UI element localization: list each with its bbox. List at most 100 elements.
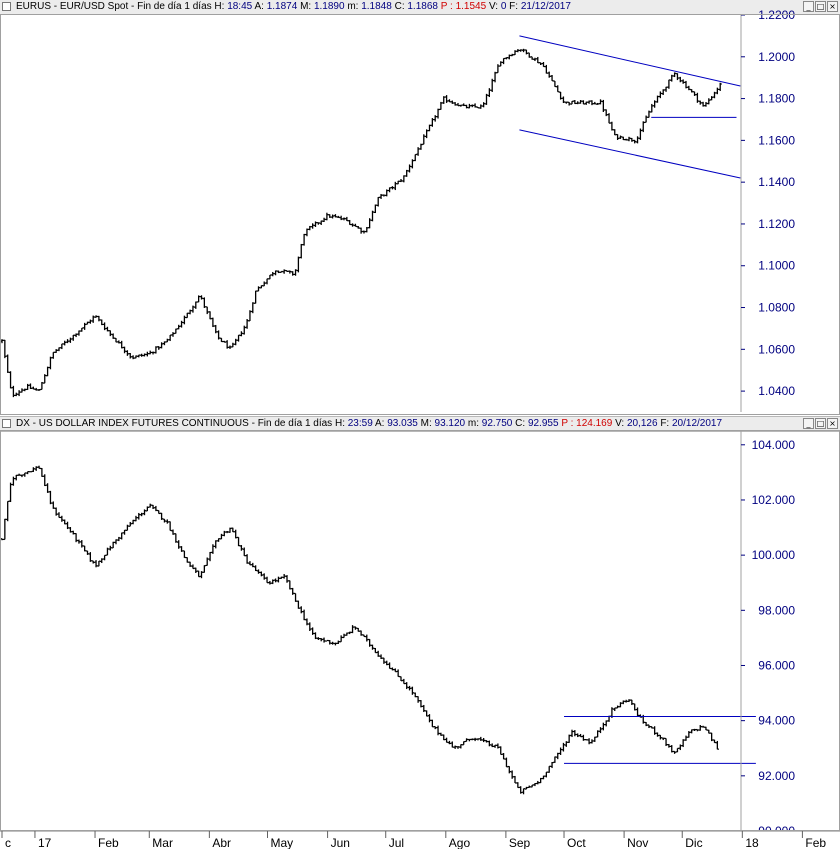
ohlc-bar [282, 269, 286, 274]
time-axis-background [0, 831, 840, 849]
ohlc-bar [547, 765, 551, 773]
ohlc-bar [692, 728, 697, 732]
ohlc-bar [447, 99, 452, 103]
ohlc-bar [447, 740, 452, 745]
ohlc-bar [667, 79, 671, 89]
ohlc-bar [165, 519, 169, 524]
ohlc-bar [553, 756, 557, 763]
ohlc-bar [214, 324, 218, 334]
y-tick-label: 96.000 [758, 658, 795, 672]
ohlc-bar [80, 540, 84, 548]
ohlc-bar [74, 333, 78, 338]
ohlc-bar [536, 56, 540, 64]
top-c-label: C: [394, 1, 405, 12]
ohlc-bar [539, 777, 543, 784]
ohlc-bar [91, 560, 95, 564]
ohlc-bar [345, 632, 349, 636]
close-button[interactable]: × [827, 1, 838, 12]
ohlc-bar [177, 540, 181, 549]
ohlc-bar [8, 371, 13, 389]
ohlc-bar [293, 592, 298, 602]
ohlc-bar [100, 319, 104, 326]
ohlc-bar [618, 135, 623, 139]
bottom-window-buttons: _ □ × [803, 418, 838, 429]
ohlc-bar [316, 637, 320, 640]
ohlc-bar [276, 576, 281, 583]
ohlc-bar [205, 306, 209, 315]
close-button[interactable]: × [827, 418, 838, 429]
ohlc-bar [80, 327, 84, 332]
ohlc-bar [174, 533, 178, 543]
ohlc-bar [333, 642, 338, 646]
ohlc-bar [470, 738, 474, 741]
ohlc-bar [407, 685, 412, 691]
x-tick-label: c [5, 836, 11, 849]
ohlc-bar [154, 346, 158, 354]
ohlc-bar [405, 682, 409, 690]
ohlc-bar [673, 72, 677, 78]
ohlc-bar [370, 644, 375, 650]
ohlc-bar [422, 704, 426, 713]
ohlc-bar [177, 324, 181, 330]
ohlc-bar [179, 546, 184, 552]
x-tick-label: May [271, 836, 294, 849]
ohlc-bar [148, 503, 152, 508]
ohlc-bar [20, 388, 24, 393]
ohlc-bar [305, 228, 309, 237]
maximize-button[interactable]: □ [815, 418, 826, 429]
ohlc-bar [673, 750, 677, 754]
ohlc-bar [222, 530, 226, 537]
ohlc-bar [598, 99, 603, 105]
ohlc-bar [675, 747, 680, 753]
ohlc-bar [60, 343, 64, 350]
ohlc-bar [430, 118, 434, 127]
ohlc-bar [427, 124, 432, 132]
ohlc-bar [20, 474, 24, 478]
ohlc-bar [336, 215, 340, 218]
ohlc-bar [26, 383, 30, 391]
ohlc-bar [208, 311, 212, 320]
ohlc-bar [311, 627, 315, 635]
ohlc-bar [114, 539, 118, 545]
ohlc-bar [37, 388, 41, 391]
ohlc-bar [507, 54, 511, 60]
minimize-button[interactable]: _ [803, 1, 814, 12]
ohlc-bar [396, 180, 400, 185]
bottom-mn-label: m: [467, 418, 479, 429]
ohlc-bar [407, 164, 412, 173]
maximize-button[interactable]: □ [815, 1, 826, 12]
y-tick-label: 1.2000 [758, 50, 795, 64]
ohlc-bar [342, 217, 346, 221]
ohlc-bar [379, 193, 383, 199]
top-panel-frame [0, 14, 840, 415]
ohlc-bar [57, 347, 61, 352]
ohlc-bar [85, 321, 90, 325]
ohlc-bar [353, 223, 357, 227]
ohlc-bar [710, 96, 714, 101]
ohlc-bar [151, 504, 155, 510]
bottom-f-label: F: [660, 418, 670, 429]
ohlc-bar [285, 575, 289, 583]
ohlc-bar [262, 281, 266, 287]
panel-icon[interactable] [2, 2, 11, 11]
ohlc-bar [105, 326, 110, 332]
ohlc-bar [436, 108, 440, 119]
ohlc-bar [596, 730, 600, 738]
ohlc-bar [621, 136, 625, 141]
panel-icon[interactable] [2, 419, 11, 428]
ohlc-bar [179, 320, 184, 328]
ohlc-bar [513, 50, 517, 56]
ohlc-bar [117, 536, 121, 542]
ohlc-bar [402, 678, 406, 685]
ohlc-bar [162, 341, 167, 346]
ohlc-bar [356, 627, 360, 632]
ohlc-bar [162, 518, 167, 523]
ohlc-bar [236, 536, 241, 547]
ohlc-bar [462, 741, 466, 746]
ohlc-bar [590, 739, 594, 744]
ohlc-bar [348, 219, 352, 226]
minimize-button[interactable]: _ [803, 418, 814, 429]
ohlc-bar [556, 752, 560, 760]
ohlc-bar [462, 103, 466, 107]
